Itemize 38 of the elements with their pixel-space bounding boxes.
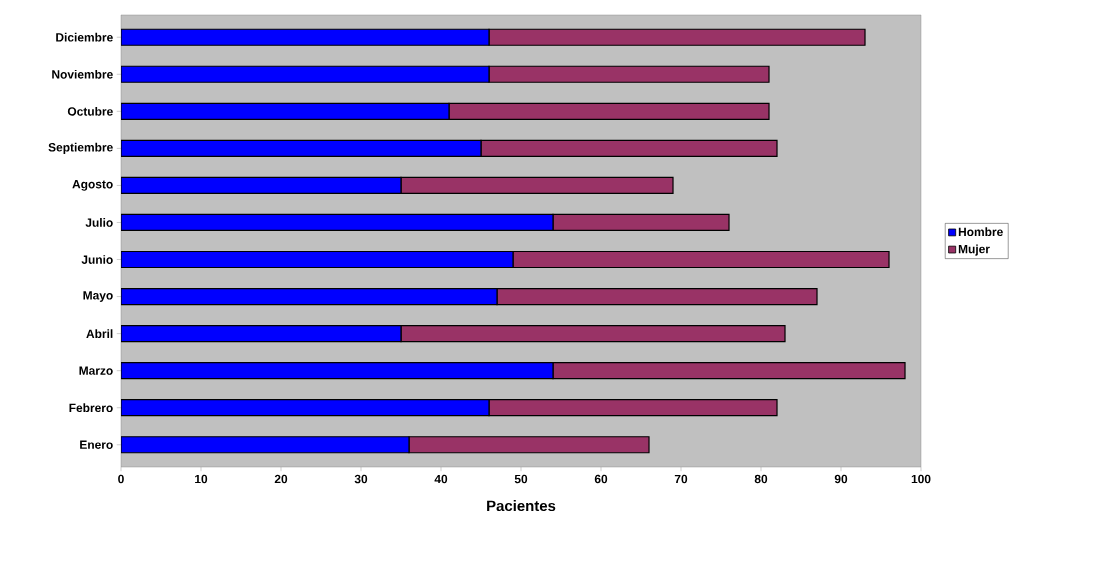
- bar: [121, 362, 554, 380]
- x-tick-label: 90: [834, 474, 848, 484]
- x-tick-label: 100: [911, 474, 931, 484]
- bar: [121, 176, 402, 195]
- x-tick-label: 10: [195, 474, 208, 484]
- y-tick-label: Noviembre: [52, 69, 113, 79]
- bar: [121, 213, 554, 232]
- x-tick-label: 50: [514, 474, 528, 484]
- legend-label: Mujer: [958, 244, 990, 256]
- x-tick-label: 60: [594, 474, 608, 484]
- bar: [121, 287, 498, 306]
- x-tick-label: 20: [274, 474, 288, 484]
- y-tick-label: Junio: [81, 255, 113, 264]
- bar: [121, 102, 450, 120]
- bar: [121, 436, 410, 454]
- bar: [121, 399, 490, 417]
- x-tick-label: 80: [754, 474, 768, 484]
- bar: [121, 139, 482, 157]
- y-tick-label: Abril: [86, 329, 113, 338]
- y-tick-label: Agosto: [72, 180, 113, 191]
- x-tick-label: 0: [118, 474, 124, 484]
- bar: [121, 325, 402, 343]
- x-tick-label: 40: [434, 474, 448, 484]
- y-tick-label: Febrero: [69, 403, 113, 413]
- x-axis-title: Pacientes: [487, 500, 556, 512]
- x-tick-label: 70: [674, 474, 688, 484]
- bar: [121, 28, 490, 46]
- y-tick-label: Julio: [85, 218, 113, 227]
- legend-label: Hombre: [958, 227, 1003, 237]
- y-tick-label: Diciembre: [56, 32, 113, 42]
- y-tick-label: Septiembre: [48, 142, 113, 154]
- bar: [121, 250, 514, 269]
- y-tick-label: Enero: [80, 440, 113, 449]
- x-tick-label: 30: [354, 474, 368, 484]
- bar: [121, 65, 490, 83]
- y-tick-label: Mayo: [83, 291, 113, 302]
- y-tick-label: Marzo: [79, 366, 113, 375]
- y-tick-label: Octubre: [67, 106, 113, 116]
